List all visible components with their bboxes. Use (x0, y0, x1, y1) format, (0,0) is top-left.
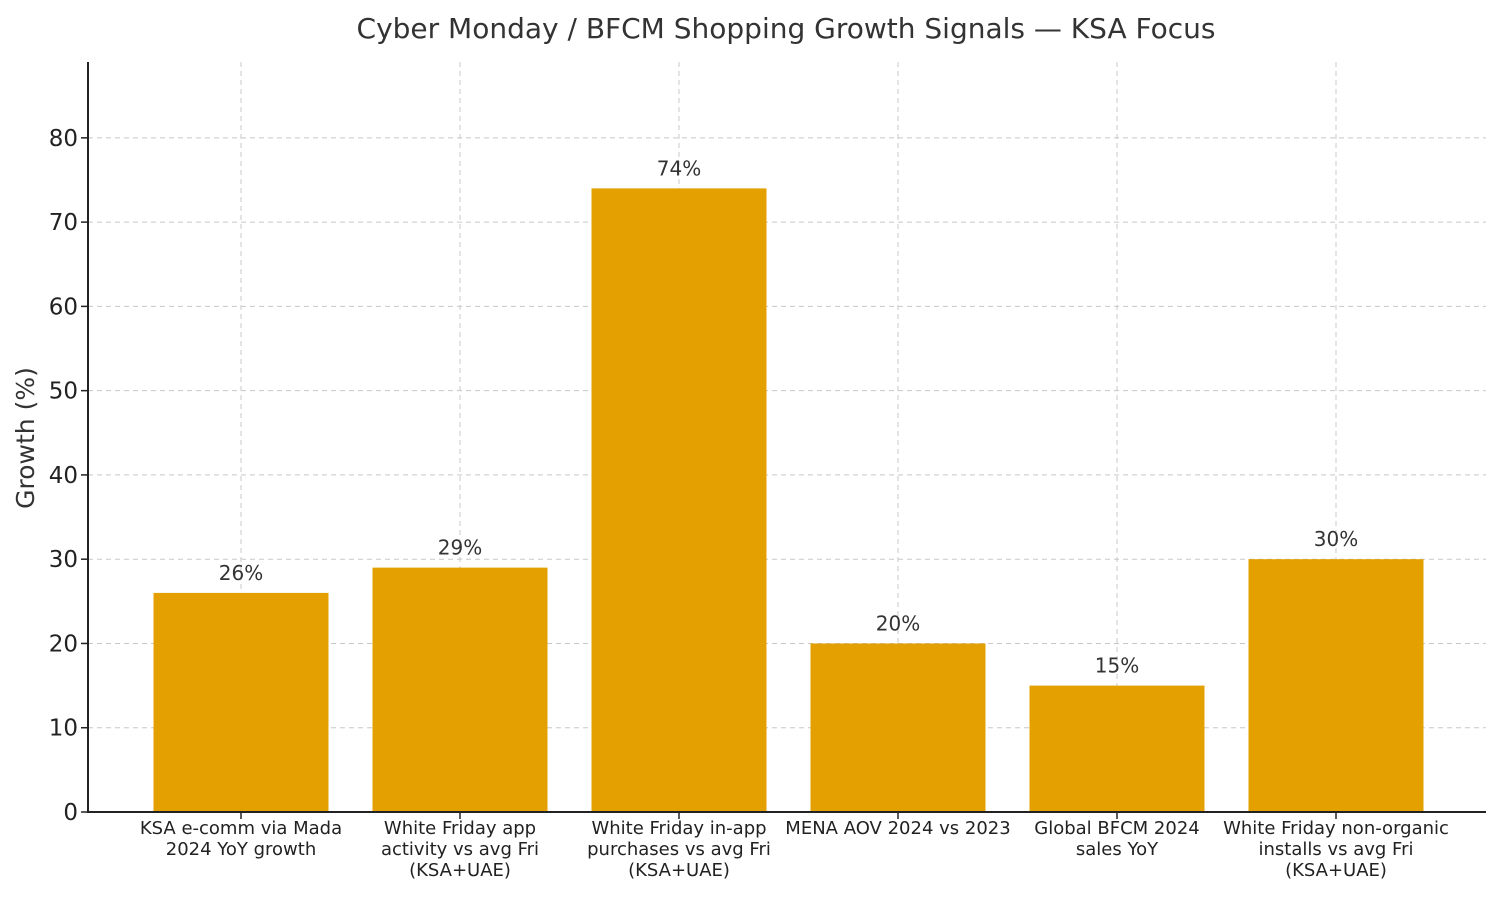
y-tick-label: 60 (49, 294, 78, 320)
data-label: 26% (219, 561, 263, 585)
x-tick-label-line: MENA AOV 2024 vs 2023 (785, 818, 1010, 839)
x-tick-label: MENA AOV 2024 vs 2023 (785, 818, 1010, 839)
y-tick-label: 20 (49, 631, 78, 657)
x-tick-label: White Friday app activity vs avg Fri (KSA+… (381, 818, 539, 881)
y-tick-label: 0 (63, 800, 78, 826)
x-tick-label-line: White Friday in-app (591, 818, 766, 839)
x-tick-label-line: White Friday app (384, 818, 536, 839)
x-tick-label: White Friday in-app purchases vs avg Fri(… (587, 818, 771, 881)
chart-title: Cyber Monday / BFCM Shopping Growth Sign… (357, 12, 1216, 45)
y-tick-label: 80 (49, 126, 78, 152)
x-tick-label: KSA e-comm via Mada 2024 YoY growth (140, 818, 342, 860)
bar (1029, 685, 1205, 812)
x-tick-label-line: sales YoY (1076, 839, 1159, 860)
x-tick-label-line: (KSA+UAE) (1285, 860, 1387, 881)
x-tick-label-line: activity vs avg Fri (381, 839, 539, 860)
x-tick-label: White Friday non-organic installs vs avg … (1223, 818, 1449, 881)
bar (1248, 559, 1424, 812)
y-tick-label: 30 (49, 547, 78, 573)
x-tick-label: Global BFCM 2024 sales YoY (1034, 818, 1199, 860)
data-label: 20% (876, 611, 920, 635)
data-label: 30% (1314, 527, 1358, 551)
x-tick-label-line: (KSA+UAE) (409, 860, 511, 881)
bars (153, 188, 1424, 813)
labels: 0 10 20 30 40 50 60 70 80 KSA e-comm via Mada 2024… (49, 126, 1449, 881)
data-label: 74% (657, 156, 701, 180)
bar (372, 567, 548, 812)
data-label: 15% (1095, 654, 1139, 678)
y-tick-label: 40 (49, 463, 78, 489)
y-tick-label: 50 (49, 379, 78, 405)
x-tick-label-line: installs vs avg Fri (1258, 839, 1413, 860)
bar (810, 643, 986, 812)
data-label: 29% (438, 536, 482, 560)
x-tick-label-line: (KSA+UAE) (628, 860, 730, 881)
y-tick-label: 10 (49, 716, 78, 742)
x-tick-label-line: White Friday non-organic (1223, 818, 1449, 839)
y-tick-label: 70 (49, 210, 78, 236)
bar (591, 188, 767, 813)
x-tick-label-line: 2024 YoY growth (166, 839, 317, 860)
axes (81, 62, 1486, 819)
x-tick-label-line: KSA e-comm via Mada (140, 818, 342, 839)
x-tick-label-line: purchases vs avg Fri (587, 839, 771, 860)
x-tick-label-line: Global BFCM 2024 (1034, 818, 1199, 839)
y-axis-label: Growth (%) (11, 367, 40, 509)
bar (153, 592, 329, 812)
